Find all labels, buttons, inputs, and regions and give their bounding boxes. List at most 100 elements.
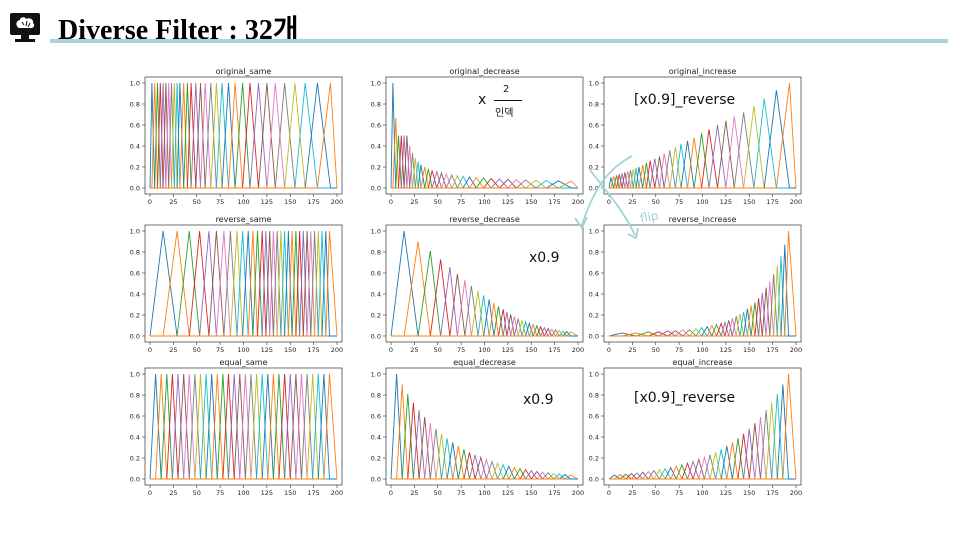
y-tick-label: 0.2: [371, 164, 381, 172]
annotation-eq-decrease: x0.9: [523, 392, 554, 408]
y-tick-label: 0.0: [130, 476, 140, 484]
y-tick-label: 0.0: [130, 185, 140, 193]
filter-figure: original_same 0.0 0.2 0.4 0.6 0.8 1.0 0 25 50 75 10…: [108, 62, 848, 502]
y-tick-label: 0.6: [130, 122, 140, 130]
y-tick-label: 0.6: [589, 413, 599, 421]
y-tick-label: 0.8: [371, 101, 381, 109]
x-tick-label: 200: [790, 198, 802, 206]
x-tick-label: 50: [652, 346, 660, 354]
subplot-title: equal_same: [220, 358, 268, 367]
y-tick-label: 0.2: [130, 164, 140, 172]
x-tick-label: 125: [261, 489, 273, 497]
x-tick-label: 150: [284, 198, 296, 206]
swap-arrows-icon: [574, 155, 639, 240]
x-tick-label: 75: [457, 346, 465, 354]
plot-frame: [144, 367, 343, 486]
x-tick-label: 150: [743, 346, 755, 354]
x-tick-label: 200: [572, 489, 584, 497]
y-tick-label: 0.4: [130, 143, 140, 151]
filter-line: [150, 230, 338, 337]
y-tick-label: 0.0: [371, 333, 381, 341]
filter-line: [150, 82, 338, 189]
y-tick-label: 0.4: [371, 291, 381, 299]
filter-line: [150, 373, 338, 480]
annotation-x: x: [478, 92, 487, 108]
subplot-title: equal_increase: [673, 358, 733, 367]
y-tick-label: 0.4: [589, 434, 599, 442]
y-tick-label: 1.0: [371, 371, 381, 379]
x-tick-label: 100: [237, 346, 249, 354]
x-tick-label: 125: [720, 489, 732, 497]
x-tick-label: 50: [193, 198, 201, 206]
x-tick-label: 0: [148, 489, 152, 497]
title-divider: [50, 39, 948, 43]
x-tick-label: 100: [478, 198, 490, 206]
x-tick-label: 75: [675, 489, 683, 497]
subplot-original_increase: original_increase 0.0 0.2 0.4 0.6 0.8 1.0 0 25 50…: [589, 67, 803, 206]
x-tick-label: 50: [434, 346, 442, 354]
x-tick-label: 200: [331, 346, 343, 354]
x-tick-label: 200: [572, 346, 584, 354]
y-tick-label: 0.8: [371, 249, 381, 257]
y-tick-label: 0.2: [130, 312, 140, 320]
x-tick-label: 125: [502, 346, 514, 354]
x-tick-label: 25: [169, 489, 177, 497]
filter-line: [609, 82, 797, 189]
x-tick-label: 75: [216, 489, 224, 497]
x-tick-label: 50: [652, 489, 660, 497]
y-tick-label: 1.0: [371, 228, 381, 236]
y-tick-label: 0.0: [371, 476, 381, 484]
annotation-orig-increase: [x0.9]_reverse: [634, 92, 736, 108]
y-tick-label: 0.2: [130, 455, 140, 463]
x-tick-label: 150: [743, 198, 755, 206]
subplot-title: reverse_decrease: [449, 215, 520, 224]
x-tick-label: 150: [525, 198, 537, 206]
annotation-frac-bar: [494, 100, 522, 101]
x-tick-label: 150: [284, 346, 296, 354]
x-tick-label: 150: [284, 489, 296, 497]
x-tick-label: 100: [478, 489, 490, 497]
y-tick-label: 0.0: [130, 333, 140, 341]
x-tick-label: 100: [696, 346, 708, 354]
y-tick-label: 0.2: [589, 164, 599, 172]
y-tick-label: 0.2: [371, 455, 381, 463]
x-tick-label: 175: [307, 198, 319, 206]
subplot-equal_decrease: equal_decrease 0.0 0.2 0.4 0.6 0.8 1.0 0 25 50 75 1…: [371, 358, 585, 497]
x-tick-label: 25: [410, 346, 418, 354]
x-tick-label: 0: [389, 489, 393, 497]
x-tick-label: 25: [628, 346, 636, 354]
x-tick-label: 150: [525, 346, 537, 354]
y-tick-label: 0.6: [371, 270, 381, 278]
y-tick-label: 1.0: [589, 371, 599, 379]
x-tick-label: 100: [237, 489, 249, 497]
y-tick-label: 0.4: [371, 434, 381, 442]
y-tick-label: 0.6: [130, 270, 140, 278]
y-tick-label: 0.8: [371, 392, 381, 400]
annotation-frac-den: 인덱: [495, 108, 514, 119]
x-tick-label: 0: [607, 346, 611, 354]
x-tick-label: 200: [331, 489, 343, 497]
annotation-rev-decrease: x0.9: [529, 250, 560, 266]
y-tick-label: 1.0: [371, 80, 381, 88]
filter-line: [391, 180, 579, 189]
x-tick-label: 200: [790, 346, 802, 354]
x-tick-label: 175: [548, 346, 560, 354]
subplot-equal_same: equal_same 0.0 0.2 0.4 0.6 0.8 1.0 0 25 50 75 100 12…: [130, 358, 344, 497]
subplot-equal_increase: equal_increase 0.0 0.2 0.4 0.6 0.8 1.0 0 25 50 75 1…: [589, 358, 803, 497]
y-tick-label: 0.0: [589, 476, 599, 484]
y-tick-label: 1.0: [589, 80, 599, 88]
plot-frame: [603, 367, 802, 486]
x-tick-label: 200: [331, 198, 343, 206]
x-tick-label: 125: [720, 198, 732, 206]
y-tick-label: 0.8: [589, 249, 599, 257]
annotation-eq-increase: [x0.9]_reverse: [634, 390, 736, 406]
y-tick-label: 0.2: [589, 455, 599, 463]
subplot-reverse_increase: reverse_increase 0.0 0.2 0.4 0.6 0.8 1.0 0 25 50 7…: [589, 215, 803, 354]
x-tick-label: 175: [766, 198, 778, 206]
x-tick-label: 100: [478, 346, 490, 354]
x-tick-label: 125: [720, 346, 732, 354]
y-tick-label: 0.6: [589, 270, 599, 278]
x-tick-label: 0: [389, 346, 393, 354]
y-tick-label: 0.8: [589, 392, 599, 400]
subplot-original_decrease: original_decrease 0.0 0.2 0.4 0.6 0.8 1.0 0 25 50…: [371, 67, 585, 206]
